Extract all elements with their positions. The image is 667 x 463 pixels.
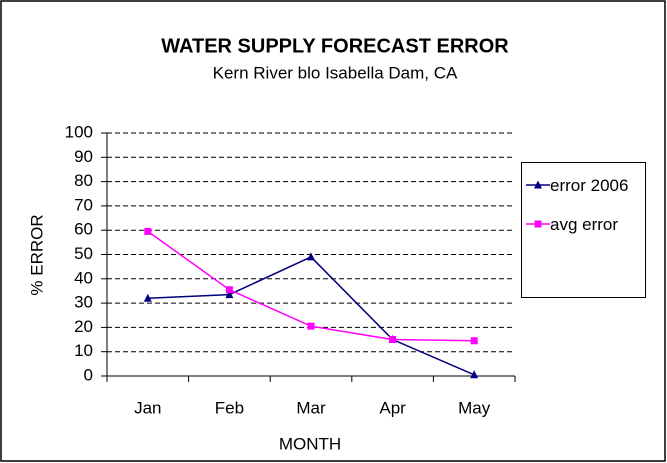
marker: [534, 220, 542, 228]
x-tick-label: May: [458, 398, 491, 417]
y-tick-label: 60: [74, 220, 93, 239]
y-tick-label: 80: [74, 171, 93, 190]
y-tick-label: 30: [74, 293, 93, 312]
legend-label: avg error: [550, 215, 619, 234]
marker: [225, 286, 233, 294]
chart-title: WATER SUPPLY FORECAST ERROR: [161, 35, 509, 57]
y-axis-label: % ERROR: [27, 214, 46, 295]
marker: [307, 322, 315, 330]
chart-subtitle: Kern River blo Isabella Dam, CA: [213, 63, 458, 82]
y-tick-label: 90: [74, 147, 93, 166]
legend-entry: error 2006: [526, 175, 641, 196]
x-tick-label: Mar: [296, 398, 326, 417]
marker: [143, 293, 152, 302]
legend-label: error 2006: [550, 176, 629, 195]
marker: [307, 252, 315, 261]
y-tick-label: 50: [74, 244, 93, 263]
x-axis-label: MONTH: [279, 434, 341, 453]
legend-symbol: [526, 180, 550, 189]
marker: [470, 337, 478, 345]
marker: [470, 370, 479, 379]
marker: [144, 227, 152, 235]
y-tick-label: 70: [74, 195, 93, 214]
y-tick-label: 100: [65, 122, 93, 141]
y-tick-label: 0: [84, 365, 93, 384]
y-tick-label: 20: [74, 317, 93, 336]
legend-symbol: [526, 220, 550, 228]
legend: error 2006 avg error: [521, 162, 646, 298]
marker: [389, 336, 397, 344]
legend-entry: avg error: [526, 214, 641, 235]
x-tick-label: Feb: [215, 398, 244, 417]
marker: [225, 290, 234, 299]
y-tick-label: 10: [74, 341, 93, 360]
x-tick-label: Jan: [134, 398, 161, 417]
y-tick-label: 40: [74, 268, 93, 287]
x-tick-label: Apr: [379, 398, 406, 417]
marker: [534, 180, 542, 189]
